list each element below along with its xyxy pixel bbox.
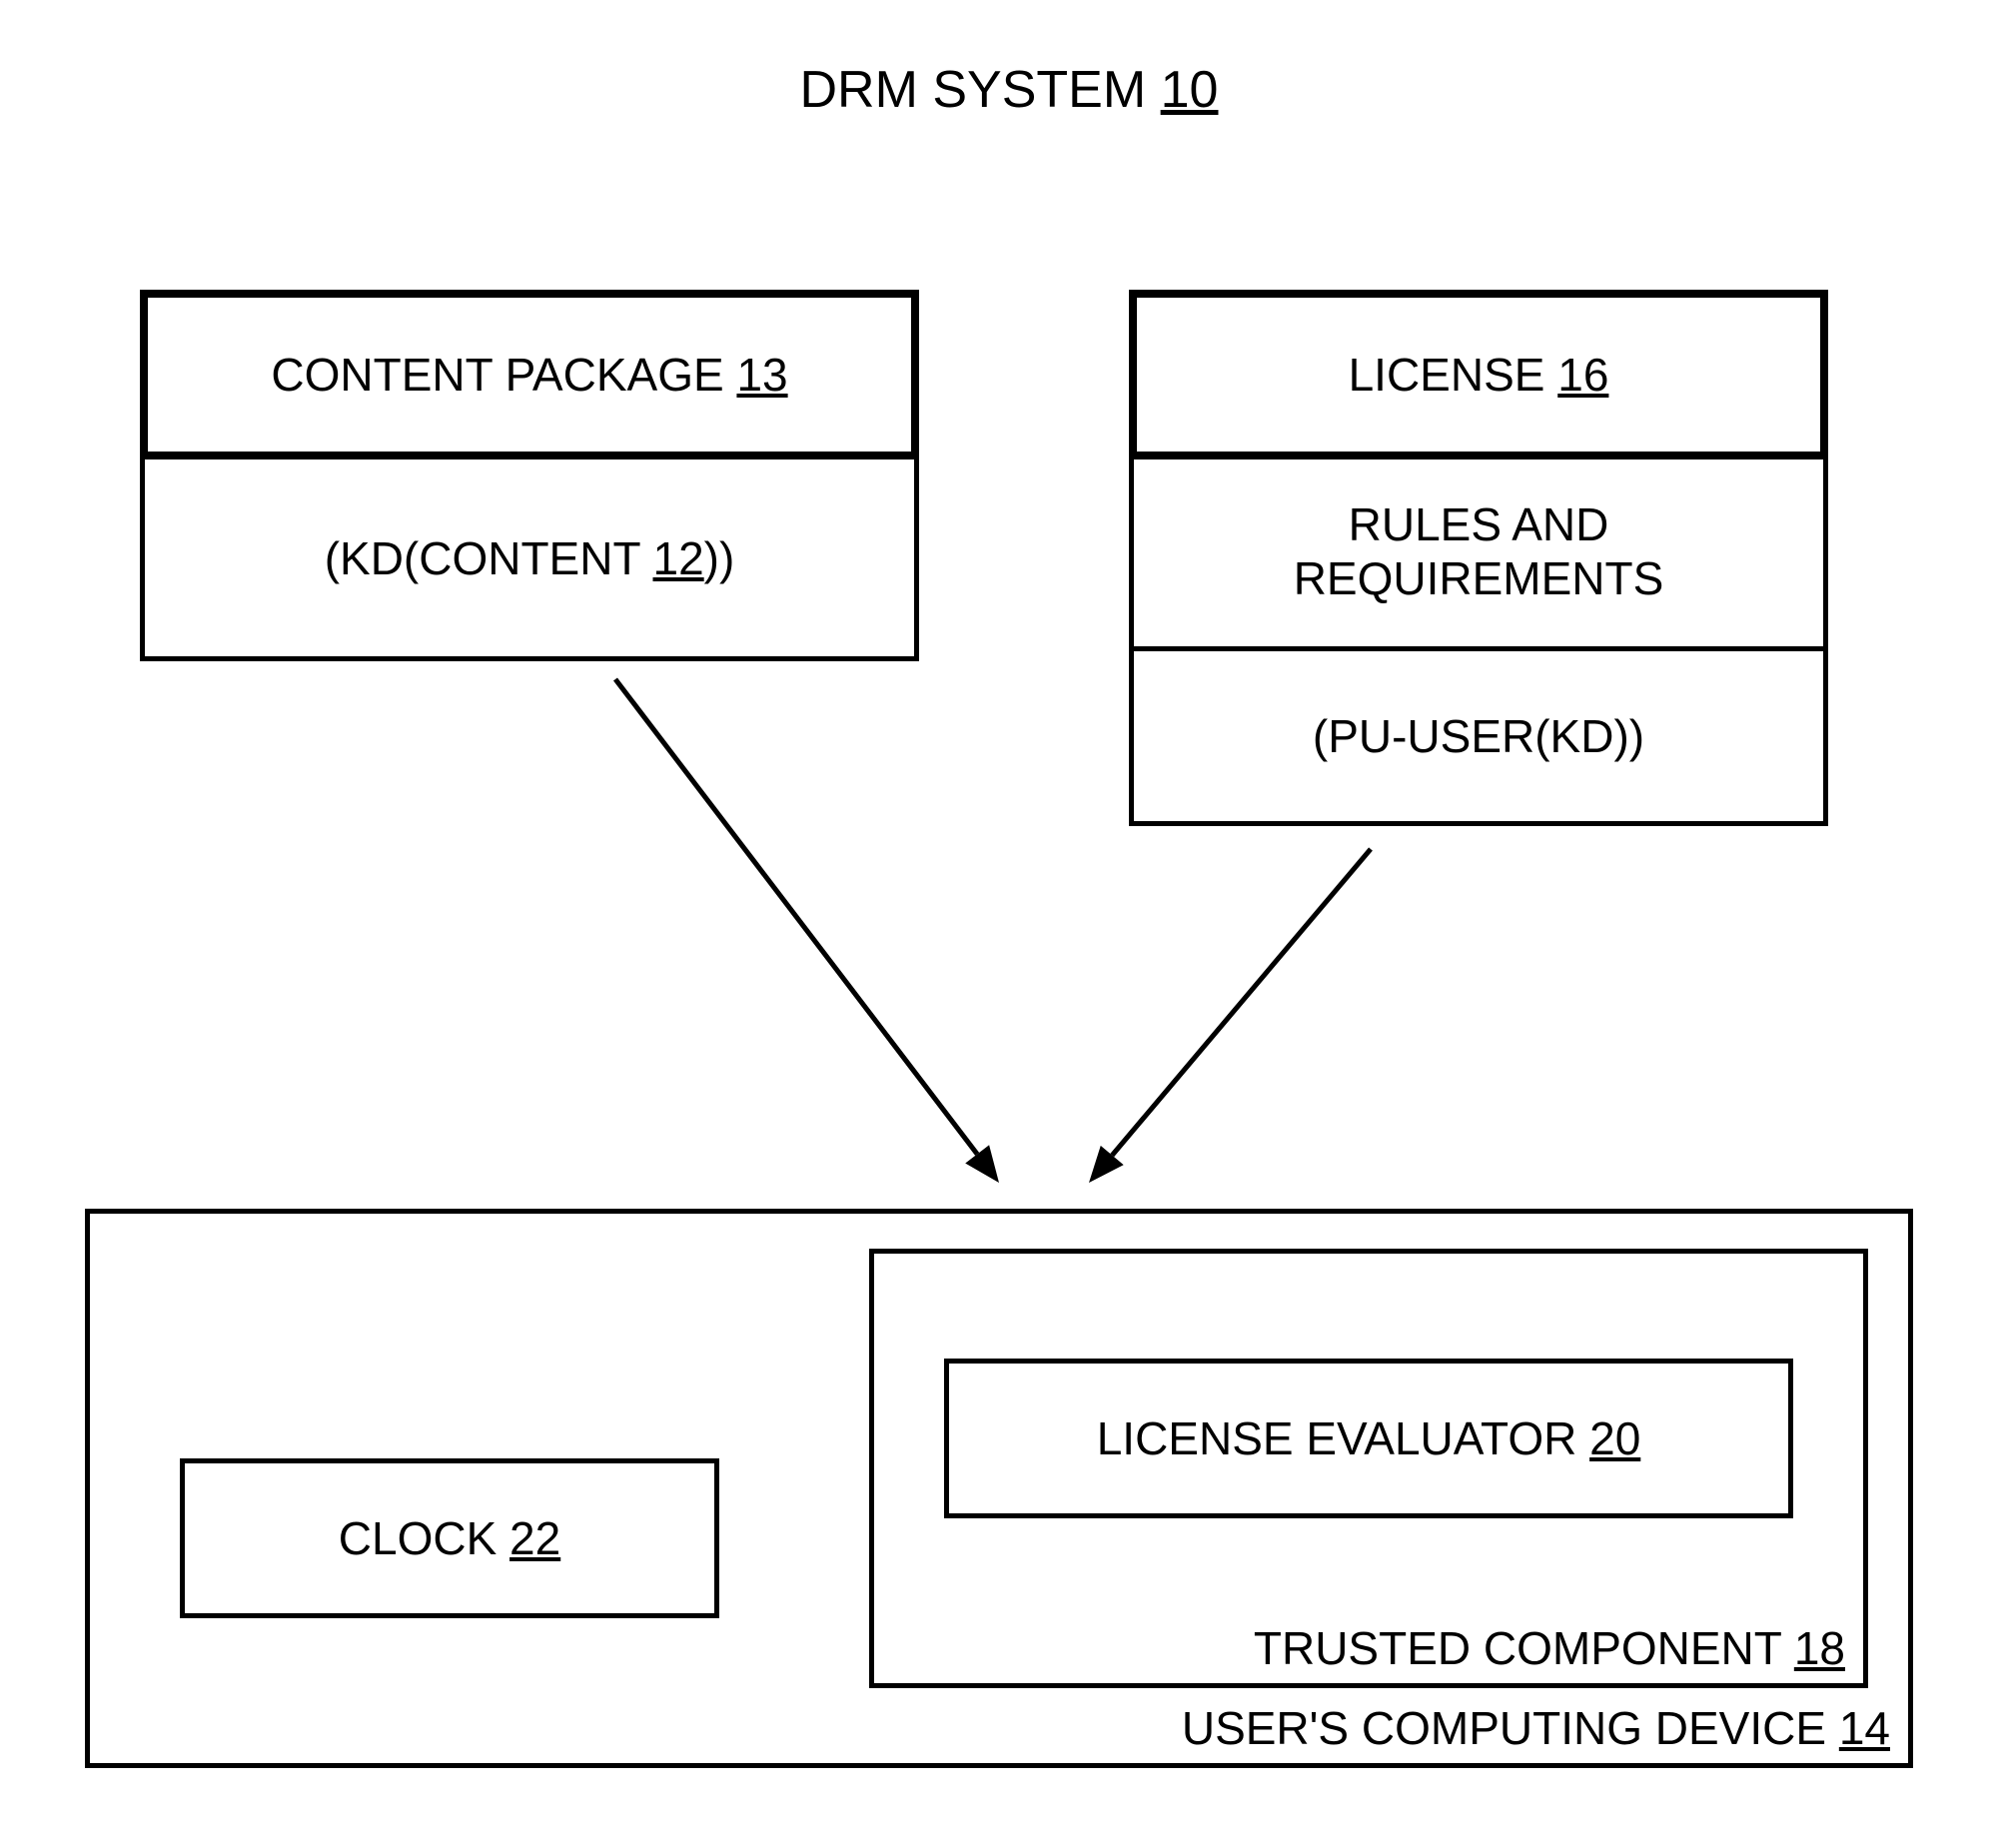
content-package-header: CONTENT PACKAGE 13 [140,290,919,460]
content-package-header-num: 13 [736,349,787,401]
content-package-row: (KD(CONTENT 12)) [140,452,919,661]
diagram-title-num: 10 [1161,61,1219,119]
trusted-label-num: 18 [1794,1622,1845,1674]
license-row2-text: (PU-USER(KD)) [1313,709,1644,763]
evaluator-num: 20 [1589,1412,1640,1464]
diagram-title-text: DRM SYSTEM [800,61,1161,119]
device-label-text: USER'S COMPUTING DEVICE [1182,1702,1839,1754]
content-package-row-suf: )) [704,532,735,584]
content-package-header-text: CONTENT PACKAGE [271,349,736,401]
device-label-num: 14 [1839,1702,1890,1754]
license-header-num: 16 [1557,349,1608,401]
license-header-text: LICENSE [1349,349,1558,401]
license-header: LICENSE 16 [1129,290,1828,460]
clock-box: CLOCK 22 [180,1458,719,1618]
diagram-canvas: DRM SYSTEM 10 CONTENT PACKAGE 13 (KD(CON… [0,0,2016,1838]
trusted-label: TRUSTED COMPONENT 18 [1254,1621,1845,1675]
evaluator-box: LICENSE EVALUATOR 20 [944,1359,1793,1518]
device-label: USER'S COMPUTING DEVICE 14 [1182,1701,1890,1755]
license-row2: (PU-USER(KD)) [1129,646,1828,826]
content-package-row-num: 12 [653,532,704,584]
clock-text: CLOCK [339,1512,509,1564]
evaluator-text: LICENSE EVALUATOR [1097,1412,1589,1464]
diagram-title: DRM SYSTEM 10 [699,60,1319,120]
clock-num: 22 [509,1512,560,1564]
license-row1-text: RULES AND REQUIREMENTS [1203,497,1754,605]
license-row1: RULES AND REQUIREMENTS [1129,452,1828,651]
trusted-label-text: TRUSTED COMPONENT [1254,1622,1794,1674]
content-package-row-pre: (KD(CONTENT [325,532,653,584]
